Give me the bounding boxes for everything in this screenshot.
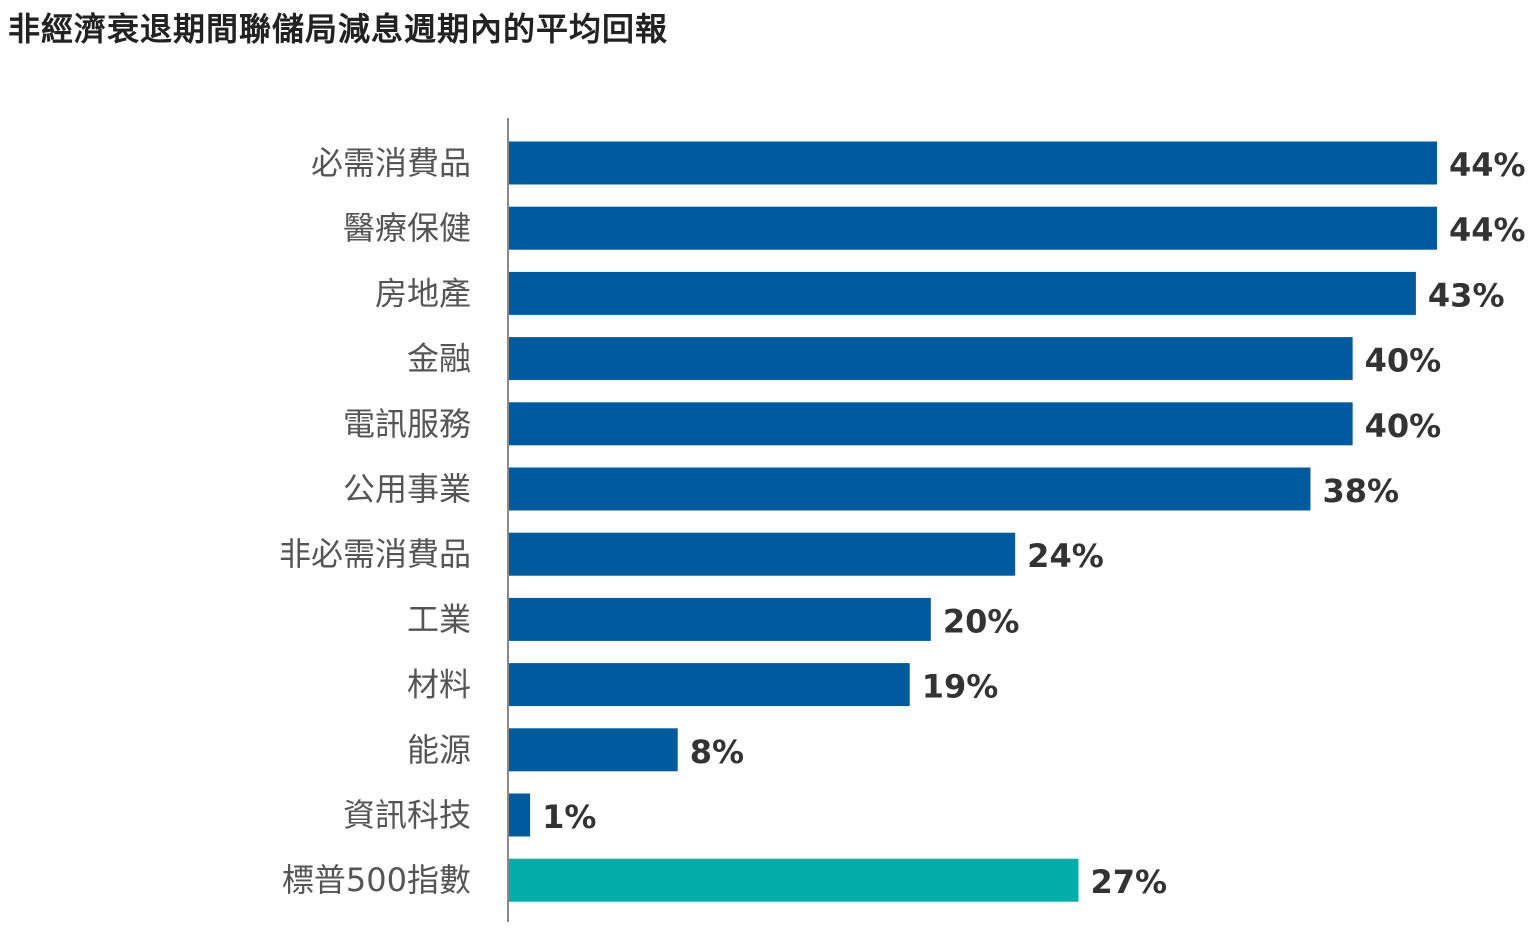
value-label-4: 40% — [1365, 407, 1442, 445]
value-label-6: 24% — [1027, 537, 1104, 575]
category-label-11: 標普500指數 — [282, 861, 471, 899]
category-label-6: 非必需消費品 — [279, 535, 471, 573]
value-label-0: 44% — [1449, 146, 1526, 184]
category-label-1: 醫療保健 — [343, 209, 471, 247]
value-label-8: 19% — [922, 668, 999, 706]
bar-10 — [509, 793, 531, 837]
bar-8 — [509, 663, 910, 707]
value-labels-group: 44% 44% 43% 40% 40% 38% 24%20% 19% 8% 1% 27% — [542, 146, 1526, 901]
bar-3 — [509, 337, 1353, 381]
value-label-5: 38% — [1322, 472, 1399, 510]
bar-2 — [509, 271, 1416, 315]
bar-7 — [509, 597, 931, 641]
category-label-5: 公用事業 — [343, 470, 471, 508]
bar-0 — [509, 141, 1437, 185]
category-label-3: 金融 — [407, 340, 471, 378]
value-label-1: 44% — [1449, 211, 1526, 249]
category-label-9: 能源 — [407, 731, 471, 769]
value-label-10: 1% — [542, 798, 596, 836]
bar-4 — [509, 402, 1353, 446]
bar-1 — [509, 206, 1437, 250]
category-labels-group: 必需消費品醫療保健房地產金融電訊服務公用事業非必需消費品工業材料能源資訊科技標普… — [279, 144, 471, 899]
category-label-8: 材料 — [407, 666, 471, 704]
category-label-4: 電訊服務 — [343, 405, 471, 443]
bars-group — [509, 141, 1437, 902]
bar-5 — [509, 467, 1311, 511]
chart-title: 非經濟衰退期間聯儲局減息週期內的平均回報 — [8, 10, 669, 48]
bar-11 — [509, 858, 1079, 902]
bar-6 — [509, 532, 1016, 576]
value-label-9: 8% — [690, 733, 744, 771]
category-label-10: 資訊科技 — [343, 796, 471, 834]
category-label-0: 必需消費品 — [311, 144, 471, 182]
value-label-2: 43% — [1428, 276, 1505, 314]
category-label-2: 房地產 — [375, 274, 471, 312]
bar-9 — [509, 728, 678, 772]
value-label-3: 40% — [1365, 342, 1442, 380]
value-label-7: 20% — [943, 602, 1020, 640]
value-label-11: 27% — [1090, 863, 1167, 901]
category-label-7: 工業 — [407, 600, 471, 638]
